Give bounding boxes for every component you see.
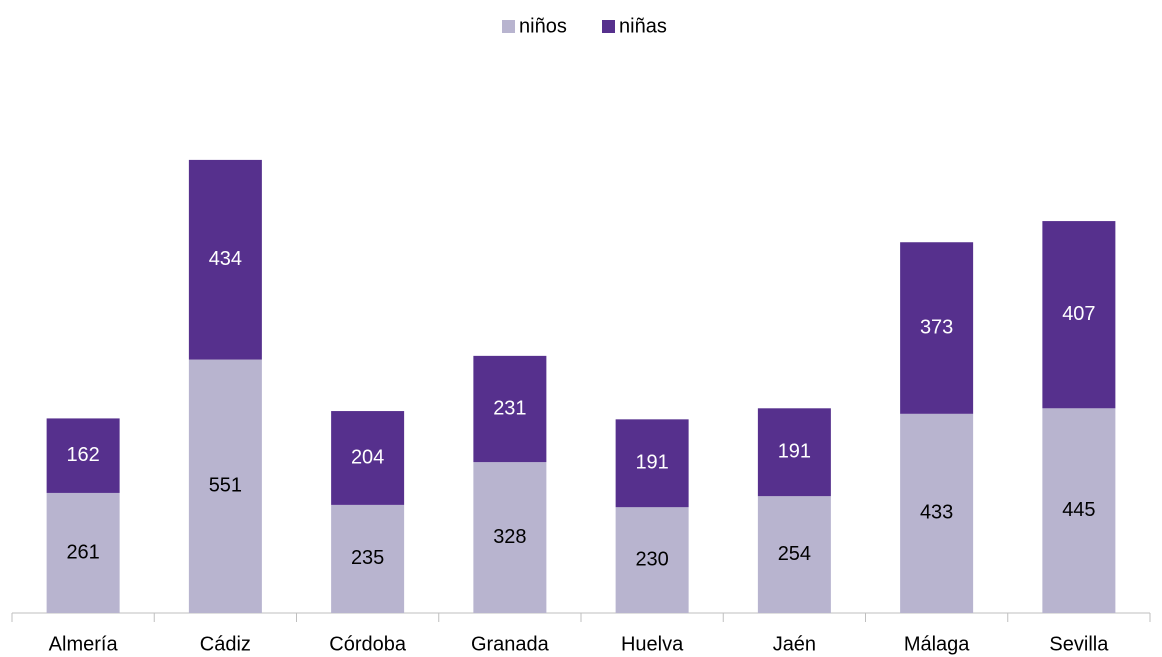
bar-segment [46, 492, 120, 613]
data-label: 204 [351, 446, 384, 468]
data-label: 551 [209, 475, 242, 497]
bar-segment [757, 496, 831, 613]
x-tick-label: Sevilla [1049, 633, 1109, 655]
bar-segment [331, 504, 405, 613]
legend-swatch [602, 20, 615, 33]
data-label: 445 [1062, 499, 1095, 521]
data-label: 407 [1062, 303, 1095, 325]
data-label: 254 [778, 543, 811, 565]
x-tick-label: Huelva [621, 633, 684, 655]
legend-swatch [502, 20, 515, 33]
bar-segment [1042, 221, 1116, 409]
bar-segment [900, 413, 974, 613]
bar-segment [900, 242, 974, 414]
data-label: 261 [66, 541, 99, 563]
bar-segment [615, 507, 689, 613]
data-label: 191 [778, 441, 811, 463]
data-label: 230 [635, 548, 668, 570]
bar-segment [473, 355, 547, 463]
data-label: 328 [493, 526, 526, 548]
data-label: 231 [493, 397, 526, 419]
bar-segment [46, 418, 120, 493]
data-label: 191 [635, 452, 668, 474]
legend-label: niñas [619, 15, 667, 37]
data-label: 373 [920, 316, 953, 338]
x-tick-label: Cádiz [200, 633, 251, 655]
bar-segment [1042, 408, 1116, 613]
legend-label: niños [519, 15, 567, 37]
data-label: 433 [920, 502, 953, 524]
x-tick-label: Granada [471, 633, 550, 655]
x-tick-label: Córdoba [329, 633, 407, 655]
x-tick-label: Jaén [773, 633, 816, 655]
bar-segment [188, 159, 262, 360]
x-tick-label: Málaga [904, 633, 970, 655]
bar-segment [615, 419, 689, 508]
bar-segment [757, 408, 831, 497]
bar-segment [331, 411, 405, 505]
bar-segment [188, 359, 262, 613]
data-label: 235 [351, 547, 384, 569]
bar-segment [473, 462, 547, 613]
data-label: 162 [66, 444, 99, 466]
data-label: 434 [209, 248, 242, 270]
x-tick-label: Almería [49, 633, 119, 655]
